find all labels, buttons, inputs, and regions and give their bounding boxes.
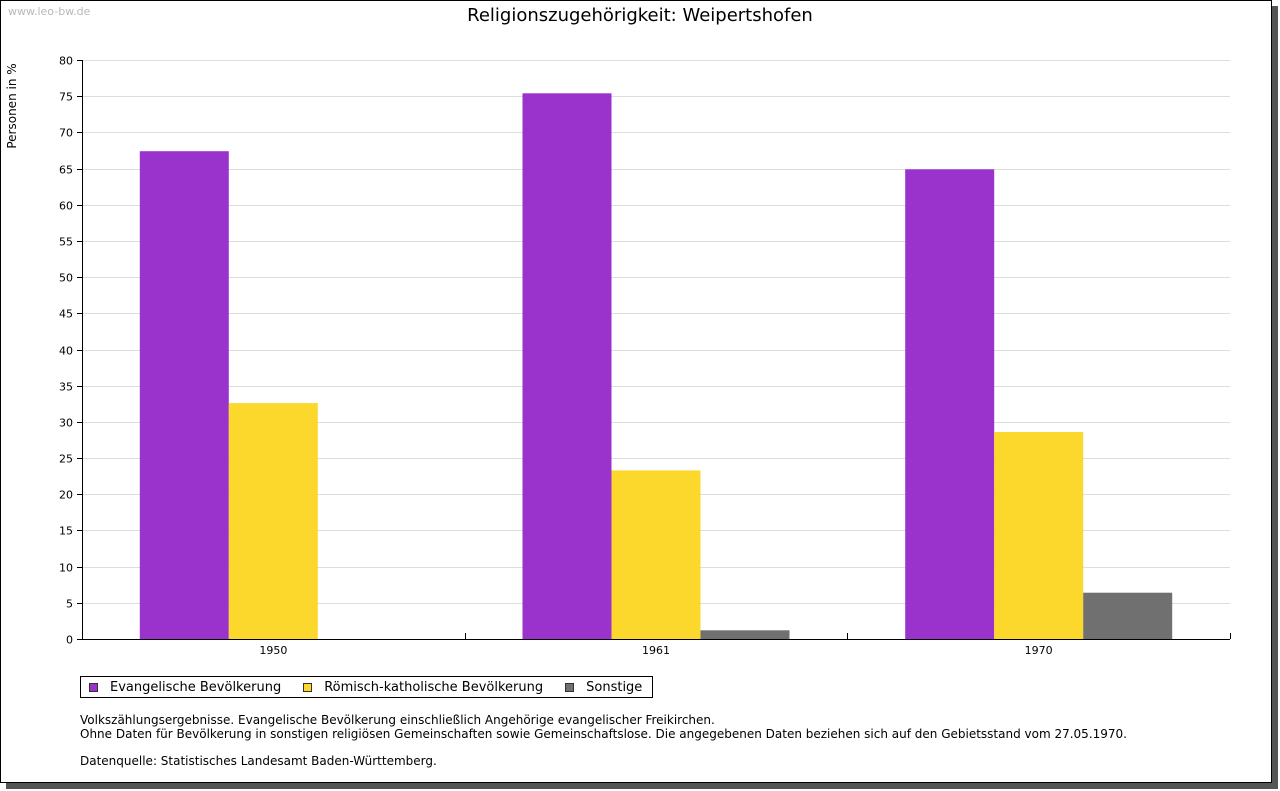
y-tick-label-15: 15 xyxy=(59,525,73,538)
y-tick-label-40: 40 xyxy=(59,345,73,358)
x-tick-label-1950: 1950 xyxy=(259,644,287,657)
bar-1970-0 xyxy=(905,169,995,640)
y-tick-label-35: 35 xyxy=(59,381,73,394)
x-tick-label-1961: 1961 xyxy=(642,644,670,657)
y-tick-label-5: 5 xyxy=(66,598,73,611)
note-line-2: Ohne Daten für Bevölkerung in sonstigen … xyxy=(80,727,1127,741)
y-tick-label-55: 55 xyxy=(59,236,73,249)
legend-label-sonstige: Sonstige xyxy=(586,679,643,695)
bar-1970-2 xyxy=(1083,592,1173,639)
note-line-1: Volkszählungsergebnisse. Evangelische Be… xyxy=(80,713,715,727)
bar-1961-2 xyxy=(700,630,790,639)
legend-item-katholisch: Römisch-katholische Bevölkerung xyxy=(303,680,543,695)
bar-1950-0 xyxy=(139,151,229,639)
y-tick-label-80: 80 xyxy=(59,55,73,68)
y-tick-label-65: 65 xyxy=(59,164,73,177)
bars xyxy=(139,93,1173,640)
bar-1961-1 xyxy=(611,470,701,639)
y-tick-label-60: 60 xyxy=(59,200,73,213)
y-tick-label-70: 70 xyxy=(59,127,73,140)
legend-swatch-evangelisch xyxy=(89,682,98,692)
y-tick-label-75: 75 xyxy=(59,91,73,104)
bar-1961-0 xyxy=(522,93,612,640)
legend-item-sonstige: Sonstige xyxy=(565,680,642,695)
watermark: www.leo-bw.de xyxy=(8,5,91,18)
legend-label-evangelisch: Evangelische Bevölkerung xyxy=(110,679,282,695)
y-tick-label-50: 50 xyxy=(59,272,73,285)
y-tick-label-25: 25 xyxy=(59,453,73,466)
legend-swatch-sonstige xyxy=(565,682,575,692)
legend-swatch-katholisch xyxy=(303,682,313,692)
y-tick-label-45: 45 xyxy=(59,308,73,321)
chart-title: Religionszugehörigkeit: Weipertshofen xyxy=(467,5,813,26)
legend: Evangelische Bevölkerung Römisch-katholi… xyxy=(80,676,654,698)
frame-shadow-right xyxy=(1272,6,1278,789)
bar-1950-1 xyxy=(228,403,318,639)
x-tick-label-1970: 1970 xyxy=(1025,644,1053,657)
legend-item-evangelisch: Evangelische Bevölkerung xyxy=(89,680,281,695)
y-tick-label-0: 0 xyxy=(66,634,73,647)
chart-notes: Volkszählungsergebnisse. Evangelische Be… xyxy=(80,713,1127,768)
axes: 0 5 10 15 20 25 30 35 40 45 50 55 60 65 70 75 80 1950 1961… xyxy=(59,55,1231,657)
legend-label-katholisch: Römisch-katholische Bevölkerung xyxy=(324,679,544,695)
frame-shadow-bottom xyxy=(6,783,1278,789)
y-axis-label: Personen in % xyxy=(5,63,19,148)
bar-1970-1 xyxy=(994,432,1084,639)
bar-chart: Religionszugehörigkeit: Weipertshofen Pe… xyxy=(5,5,1231,657)
y-tick-label-20: 20 xyxy=(59,489,73,502)
y-tick-label-10: 10 xyxy=(59,562,73,575)
y-tick-label-30: 30 xyxy=(59,417,73,430)
data-source: Datenquelle: Statistisches Landesamt Bad… xyxy=(80,754,437,768)
